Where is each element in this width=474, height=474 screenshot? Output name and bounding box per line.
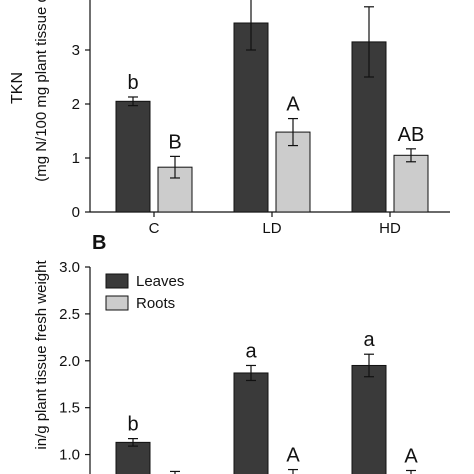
significance-letter: A [286,94,300,116]
significance-letter: AB [398,124,425,146]
bar-leaves-ld [233,22,269,213]
y-tick-label: 2.0 [59,353,80,370]
y-axis-label: (mg N/100 mg plant tissue d [33,0,50,182]
panel-label: B [92,232,106,254]
x-tick-label: C [149,220,160,237]
y-tick-label: 0 [72,204,80,221]
significance-letter: a [245,340,257,362]
legend-swatch [105,273,129,289]
chart-panel-b: 1.0 1.5 2.0 2.5 3.0 in/g plant tissue fresh w… [33,232,418,474]
significance-letter: b [127,414,138,436]
bar-leaves-c [115,441,151,474]
y-axis-label: TKN [9,72,26,104]
legend-label: Roots [136,295,175,312]
y-tick-label: 2.5 [59,306,80,323]
significance-letter: a [363,0,375,4]
y-tick-label: 3 [72,42,80,59]
y-tick-label: 1.0 [59,447,80,464]
significance-letter: A [404,445,418,467]
chart-panel-a: 0 1 2 3 TKN (mg N/100 mg plant tissue d b B C A LD… [9,0,450,237]
bar-leaves-ld [233,372,269,474]
y-tick-label: 1.5 [59,400,80,417]
x-tick-label: HD [379,220,401,237]
bar-leaves-hd [351,364,387,474]
y-axis-label: in/g plant tissue fresh weight [33,260,50,450]
x-tick-label: LD [262,220,281,237]
significance-letter: A [286,445,300,467]
significance-letter: B [168,131,181,153]
significance-letter: a [363,329,375,351]
y-tick-label: 3.0 [59,259,80,276]
y-tick-label: 2 [72,96,80,113]
significance-letter: b [127,72,138,94]
legend-label: Leaves [136,273,184,290]
y-tick-label: 1 [72,150,80,167]
bar-roots-hd [393,154,429,213]
legend-swatch [105,295,129,311]
bar-leaves-c [115,100,151,213]
legend: Leaves Roots [105,273,184,312]
